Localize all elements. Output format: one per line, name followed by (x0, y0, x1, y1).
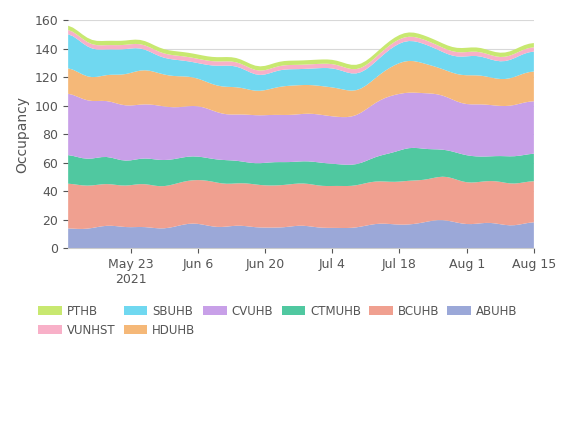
Legend: PTHB, VUNHST, SBUHB, HDUHB, CVUHB, CTMUHB, BCUHB, ABUHB: PTHB, VUNHST, SBUHB, HDUHB, CVUHB, CTMUH… (34, 300, 522, 342)
Y-axis label: Occupancy: Occupancy (15, 96, 29, 173)
